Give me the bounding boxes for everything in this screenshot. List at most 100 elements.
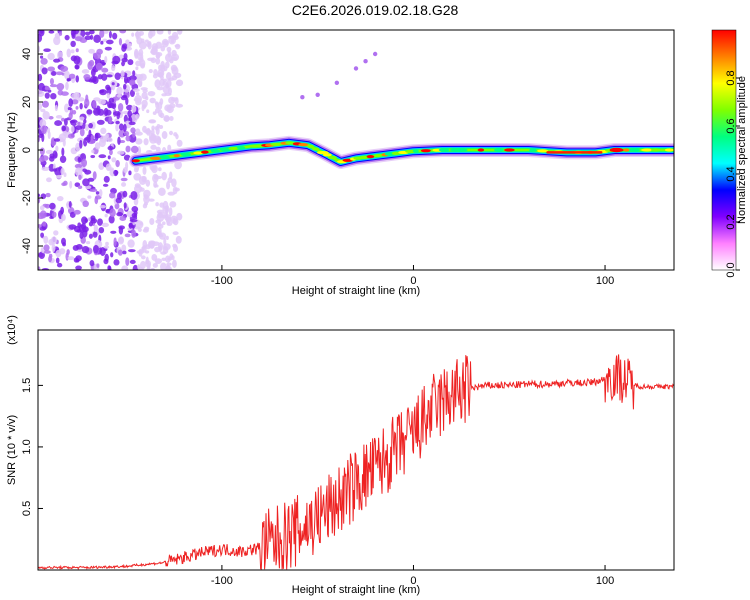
ridge-hotspot [193,151,204,155]
speckle-mark [127,110,133,118]
speckle-mark [158,187,166,196]
speckle-mark [158,245,162,253]
snr-series-line [38,354,674,570]
speckle-mark [113,259,120,266]
speckle-mark [70,40,76,48]
speckle-mark [85,241,91,245]
speckle-mark [48,30,55,34]
speckle-mark [97,108,105,116]
speckle-mark [168,207,173,217]
ridge-hotspot [173,154,180,158]
speckle-mark [118,226,124,235]
speckle-mark [79,116,85,121]
speckle-mark [154,258,163,264]
speckle-mark [87,195,92,199]
speckle-mark [67,106,72,111]
streak-mark [300,95,305,100]
speckle-mark [61,125,67,132]
speckle-mark [49,77,55,85]
spectrogram-y-tick-label: 0 [21,147,33,153]
speckle-mark [169,115,174,121]
speckle-mark [109,168,116,177]
speckle-mark [40,57,48,65]
speckle-mark [83,118,87,124]
speckle-mark [135,92,140,96]
speckle-mark [60,167,65,175]
speckle-mark [47,66,55,72]
speckle-mark [135,30,140,40]
speckle-mark [64,103,70,113]
speckle-mark [138,248,143,257]
speckle-mark [84,35,92,41]
speckle-mark [48,255,53,263]
speckle-mark [77,121,81,126]
speckle-mark [117,102,124,112]
speckle-mark [169,130,174,136]
ridge-hotspot [312,147,319,151]
speckle-mark [155,102,159,109]
speckle-mark [133,184,142,194]
speckle-mark [173,244,179,253]
speckle-mark [132,88,140,92]
speckle-mark [145,256,149,265]
speckle-mark [69,180,73,189]
speckle-mark [135,66,139,71]
speckle-mark [90,215,96,222]
speckle-mark [53,230,59,236]
ridge-hotspot [210,149,221,153]
speckle-mark [41,67,48,75]
speckle-mark [57,51,63,60]
speckle-mark [131,206,139,213]
speckle-mark [141,246,145,251]
speckle-mark [117,236,125,245]
speckle-mark [143,138,149,146]
speckle-mark [144,250,150,254]
speckle-mark [135,113,140,120]
speckle-mark [128,170,132,176]
speckle-mark [147,91,156,97]
speckle-mark [75,125,83,130]
speckle-mark [71,93,78,100]
speckle-mark [50,137,56,147]
speckle-mark [148,30,153,39]
speckle-mark [152,111,157,116]
snr-frame [37,329,675,571]
speckle-mark [174,97,179,106]
speckle-mark [59,155,67,164]
speckle-mark [38,45,41,53]
speckle-mark [166,46,172,53]
speckle-mark [108,102,115,109]
ridge-hotspot [219,147,232,152]
speckle-mark [46,177,52,183]
speckle-mark [94,142,101,150]
speckle-mark [171,49,177,57]
ridge-hotspot [438,148,450,152]
speckle-mark [68,224,77,230]
speckle-mark [39,205,45,211]
speckle-mark [165,235,169,241]
speckle-mark [85,185,92,190]
ridge-hotspot [228,146,239,151]
ridge-hotspot [477,148,485,152]
speckle-mark [142,239,148,249]
snr-y-tick-label: 1.5 [21,378,33,393]
speckle-mark [113,237,117,247]
speckle-mark [108,115,113,124]
speckle-mark [163,211,168,217]
speckle-mark [88,233,93,239]
speckle-mark [101,67,109,73]
speckle-mark [161,131,168,140]
speckle-mark [70,125,75,133]
speckle-mark [109,192,116,199]
ridge-hotspot [456,148,468,152]
speckle-mark [38,90,45,97]
speckle-mark [145,96,149,101]
speckle-mark [96,119,105,125]
speckle-mark [121,57,128,63]
speckle-mark [119,140,126,144]
speckle-mark [111,157,117,163]
speckle-mark [94,196,99,205]
speckle-mark [108,215,115,224]
speckle-mark [77,157,82,162]
speckle-mark [104,46,112,51]
